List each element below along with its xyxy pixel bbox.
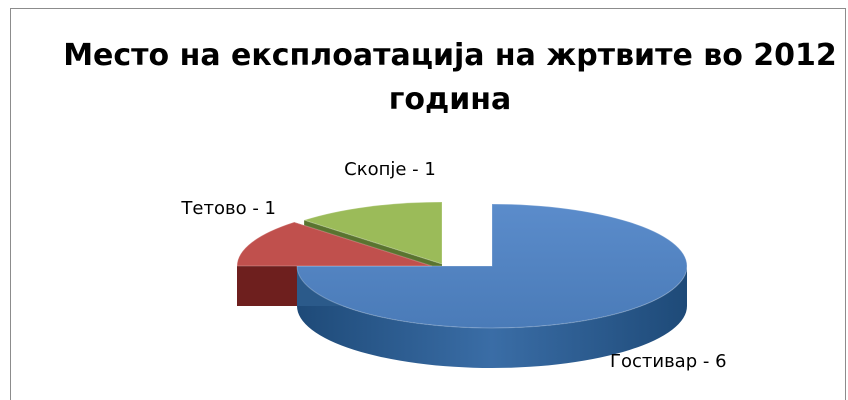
chart-title: Место на експлоатација на жртвите во 201… bbox=[63, 38, 837, 117]
pie-labels: Гостивар - 6 Тетово - 1 Скопје - 1 bbox=[180, 159, 726, 372]
pie-data-label-2: Скопје - 1 bbox=[344, 159, 436, 180]
pie-slice-0 bbox=[296, 203, 688, 329]
pie-slice-2 bbox=[302, 201, 443, 265]
pie-slice-side-0 bbox=[297, 266, 687, 368]
pie-data-label-0: Гостивар - 6 bbox=[610, 351, 727, 372]
pie-data-label-1: Тетово - 1 bbox=[180, 198, 276, 219]
pie-slice-1 bbox=[236, 221, 433, 267]
pie-slices bbox=[236, 201, 688, 368]
